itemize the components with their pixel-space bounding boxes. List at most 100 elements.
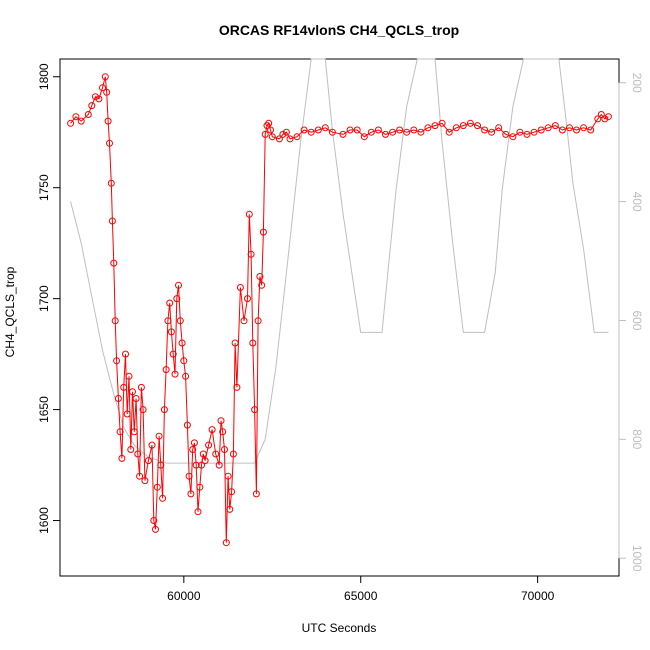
- data-point: [339, 130, 347, 138]
- data-point: [382, 130, 389, 138]
- data-point: [424, 124, 432, 132]
- data-point: [101, 73, 109, 81]
- data-point: [106, 139, 113, 147]
- data-point: [192, 461, 200, 469]
- data-point: [132, 395, 140, 402]
- data-point: [231, 339, 239, 347]
- data-point: [88, 102, 96, 110]
- data-point: [587, 126, 595, 134]
- data-point: [123, 410, 131, 418]
- data-point: [144, 457, 152, 465]
- data-point: [594, 115, 602, 123]
- data-point: [328, 128, 336, 136]
- data-point: [279, 130, 287, 138]
- data-point: [245, 210, 253, 218]
- data-point: [169, 350, 177, 358]
- data-point: [509, 133, 517, 141]
- data-point: [166, 299, 174, 307]
- data-point: [389, 128, 397, 136]
- x-tick-label: 70000: [521, 589, 555, 603]
- data-point: [139, 406, 147, 414]
- x-tick-label: 65000: [344, 589, 378, 603]
- data-point: [116, 428, 124, 436]
- data-point: [396, 126, 404, 134]
- data-point: [157, 461, 165, 469]
- data-point: [445, 128, 453, 136]
- data-point: [217, 417, 225, 425]
- data-point: [212, 450, 220, 458]
- data-point: [551, 122, 559, 130]
- chart-title: ORCAS RF14vlonS CH4_QCLS_trop: [219, 22, 459, 38]
- data-point: [360, 133, 368, 141]
- data-point: [84, 111, 92, 118]
- data-point: [134, 450, 142, 458]
- data-point: [120, 383, 128, 391]
- data-point: [307, 128, 315, 136]
- data-point: [95, 95, 103, 103]
- data-point: [265, 119, 273, 127]
- data-point: [488, 128, 496, 136]
- data-point: [118, 454, 126, 462]
- data-point: [129, 388, 136, 396]
- data-point: [601, 115, 609, 123]
- data-point: [314, 126, 322, 134]
- data-point: [113, 357, 121, 365]
- data-point: [175, 281, 182, 289]
- data-point: [153, 483, 161, 491]
- y-tick-label: 1800: [37, 63, 51, 90]
- data-point: [367, 128, 375, 136]
- data-point: [222, 539, 230, 547]
- data-point: [466, 119, 474, 127]
- data-point: [159, 494, 167, 502]
- main-series-point-layer: [67, 73, 612, 547]
- data-point: [229, 450, 237, 458]
- data-point: [293, 133, 301, 141]
- data-point: [187, 490, 195, 498]
- data-point: [452, 124, 460, 132]
- secondary-series-layer: [70, 58, 609, 464]
- data-point: [178, 339, 186, 347]
- right-tick-label: 400: [630, 192, 644, 212]
- data-point: [604, 113, 612, 121]
- data-point: [530, 128, 538, 136]
- data-point: [224, 472, 232, 480]
- data-point: [182, 372, 190, 380]
- y-axis: 1600 1650 1700 1750 1800: [37, 63, 61, 534]
- data-point: [150, 517, 158, 524]
- data-point: [136, 472, 144, 480]
- data-point: [374, 126, 382, 134]
- data-point: [114, 395, 122, 402]
- data-point: [523, 130, 531, 138]
- data-point: [249, 339, 257, 347]
- data-point: [152, 525, 159, 533]
- data-point: [573, 126, 580, 134]
- data-point: [171, 370, 179, 378]
- data-point: [219, 428, 227, 436]
- data-point: [155, 432, 163, 440]
- data-point: [108, 217, 116, 225]
- plot-frame: [59, 58, 620, 577]
- y-tick-label: 1650: [37, 396, 51, 423]
- data-point: [228, 488, 236, 496]
- data-point: [282, 128, 290, 136]
- data-point: [122, 350, 129, 358]
- y-axis-label: CH4_QCLS_trop: [3, 266, 17, 357]
- data-point: [495, 124, 503, 132]
- data-point: [240, 317, 248, 325]
- data-point: [580, 124, 588, 132]
- data-point: [431, 122, 439, 130]
- data-point: [438, 119, 446, 127]
- data-point: [190, 439, 198, 447]
- data-point: [481, 126, 489, 134]
- data-point: [558, 126, 566, 134]
- data-point: [208, 426, 216, 434]
- data-point: [201, 457, 209, 465]
- right-tick-label: 800: [630, 429, 644, 449]
- data-point: [91, 93, 99, 101]
- data-point: [300, 126, 308, 134]
- data-point: [537, 126, 545, 134]
- data-point: [107, 179, 115, 187]
- data-point: [176, 317, 184, 325]
- data-point: [164, 317, 172, 325]
- data-point: [403, 128, 411, 136]
